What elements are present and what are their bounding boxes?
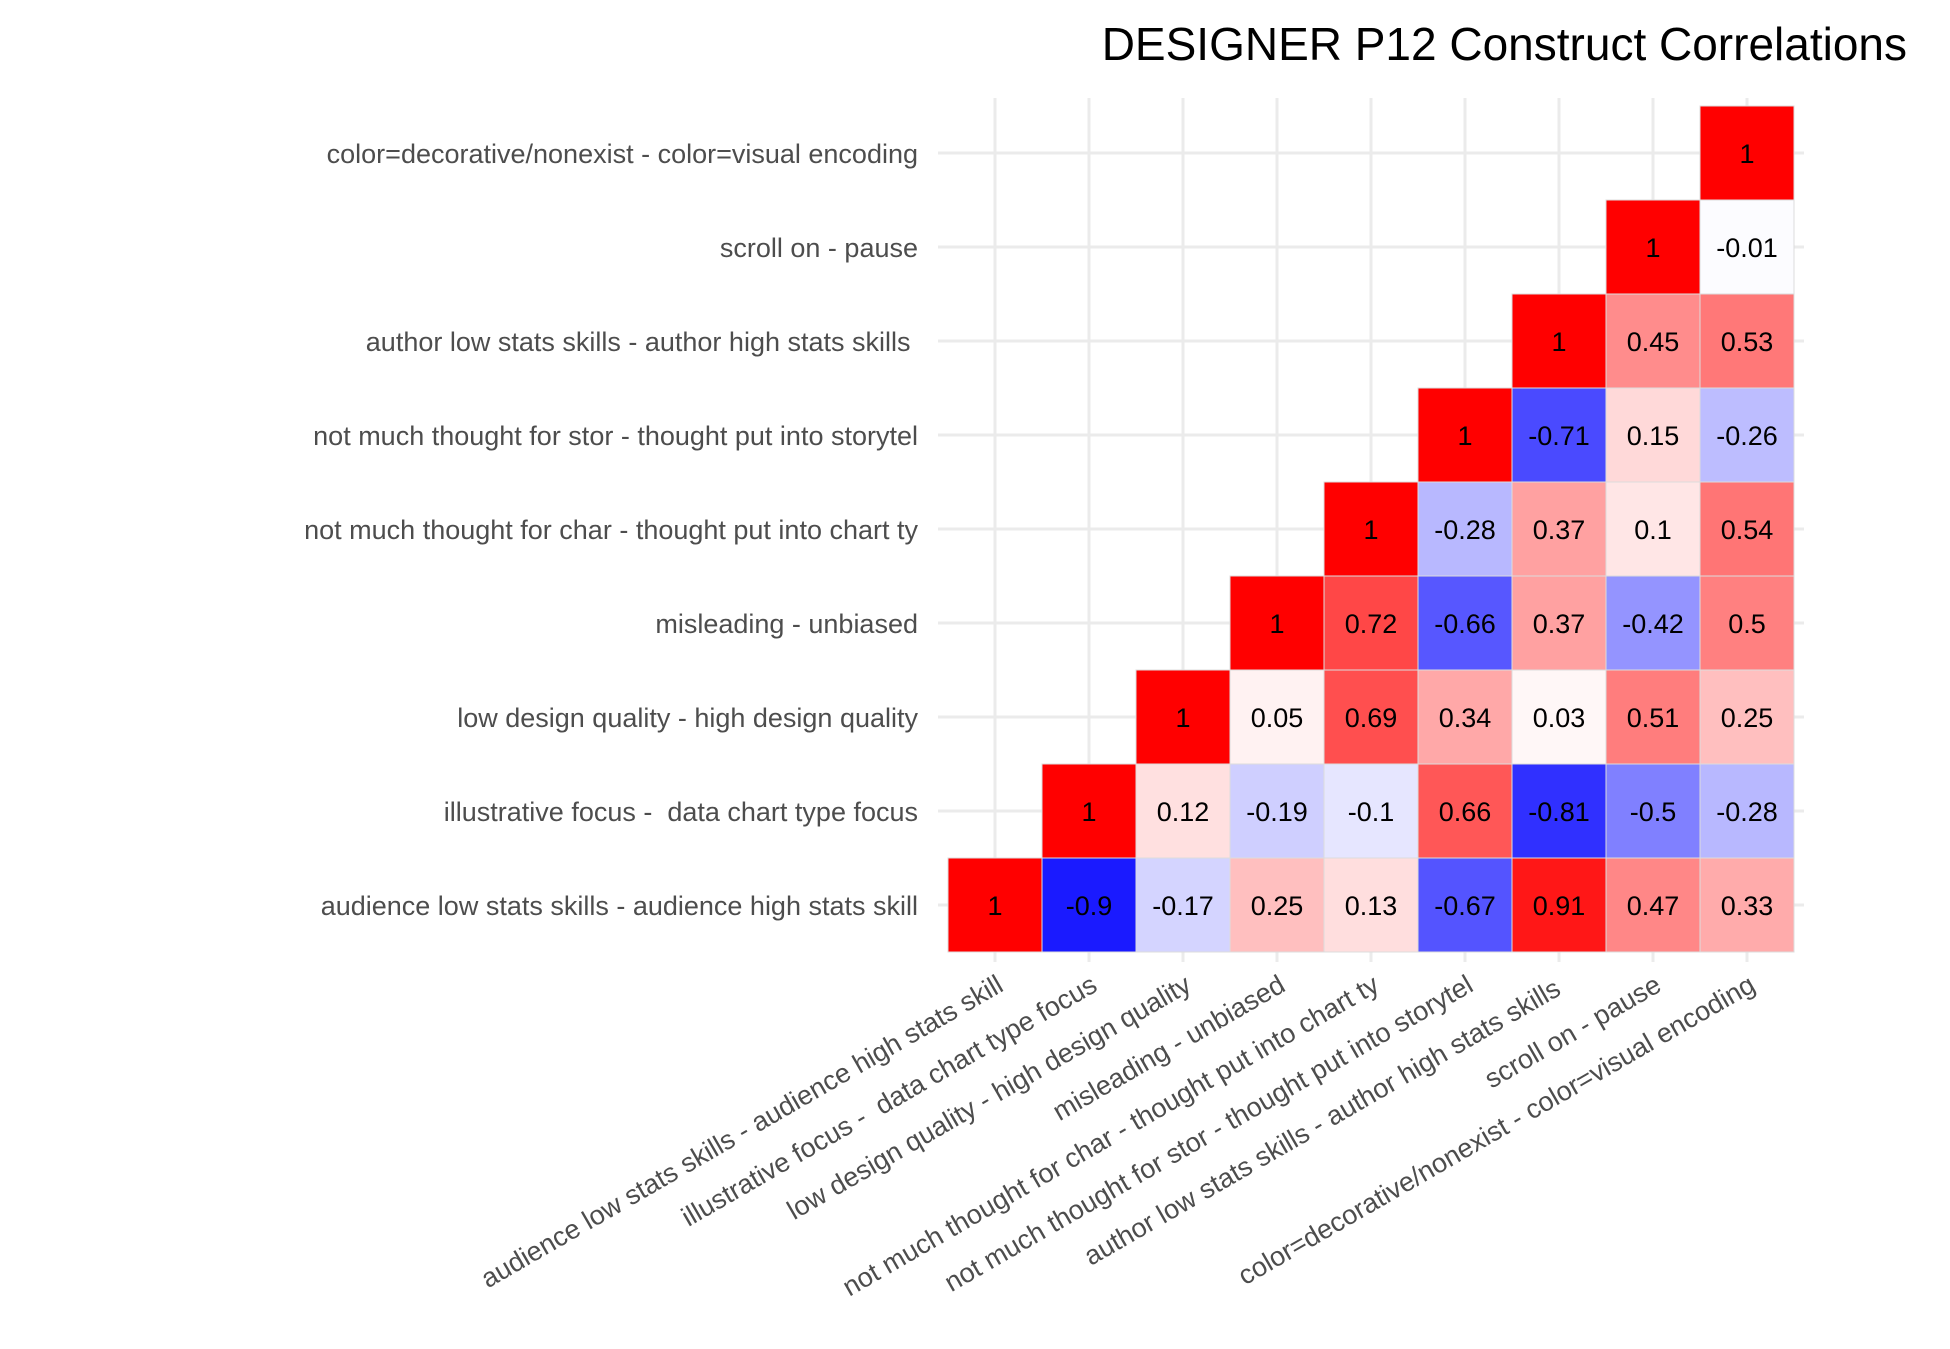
x-axis-labels: audience low stats skills - audience hig… [476,969,1760,1302]
heatmap-cell [1135,763,1231,859]
y-tick-label: author low stats skills - author high st… [366,327,918,357]
cell-value-label: 1 [1269,609,1284,639]
heatmap-cell [1323,857,1419,953]
cell-value-label: 1 [987,891,1002,921]
y-tick-label: not much thought for char - thought put … [304,515,918,545]
cell-value-label: -0.67 [1434,891,1496,921]
cell-value-label: 0.1 [1634,515,1672,545]
heatmap-cell [1699,575,1795,671]
cell-value-label: 0.15 [1627,421,1680,451]
cell-value-label: 1 [1081,797,1096,827]
cell-value-label: 0.69 [1345,703,1398,733]
cell-value-label: 0.12 [1157,797,1210,827]
heatmap-cell [1605,669,1701,765]
cell-value-label: 0.45 [1627,327,1680,357]
cell-value-label: 0.37 [1533,515,1586,545]
heatmap-cell [1323,669,1419,765]
y-tick-label: not much thought for stor - thought put … [313,421,918,451]
heatmap-cell [1511,763,1607,859]
heatmap-cell [1605,575,1701,671]
heatmap-cell [1323,481,1419,577]
cell-value-label: 0.33 [1721,891,1774,921]
heatmap-cell [1605,199,1701,295]
heatmap-cell [1417,857,1513,953]
cell-value-label: -0.17 [1152,891,1214,921]
cell-value-label: -0.26 [1716,421,1778,451]
y-tick-label: color=decorative/nonexist - color=visual… [327,139,918,169]
cell-value-label: -0.66 [1434,609,1496,639]
heatmap-cells: 1 -0.9 -0.17 0.25 0.13 -0.67 0.91 0.47 0.33 1 0.12… [947,105,1795,953]
heatmap-cell [1699,763,1795,859]
heatmap-cell [1605,293,1701,389]
heatmap-cell [1699,387,1795,483]
cell-value-label: -0.19 [1246,797,1308,827]
heatmap-cell [1511,857,1607,953]
cell-value-label: 0.25 [1251,891,1304,921]
cell-value-label: 0.37 [1533,609,1586,639]
y-tick-label: illustrative focus - data chart type foc… [444,797,918,827]
cell-value-label: -0.28 [1434,515,1496,545]
cell-value-label: -0.42 [1622,609,1684,639]
y-tick-label: audience low stats skills - audience hig… [321,891,918,921]
y-axis-labels: audience low stats skills - audience hig… [304,139,918,921]
cell-value-label: 0.51 [1627,703,1680,733]
heatmap-cell [947,857,1043,953]
cell-value-label: 0.25 [1721,703,1774,733]
cell-value-label: 0.47 [1627,891,1680,921]
heatmap-cell [1605,857,1701,953]
heatmap-cell [1041,857,1137,953]
heatmap-cell [1511,669,1607,765]
cell-value-label: 0.91 [1533,891,1586,921]
heatmap-cell [1417,575,1513,671]
heatmap-cell [1605,387,1701,483]
heatmap-cell [1699,105,1795,201]
heatmap-cell [1417,763,1513,859]
cell-value-label: 0.5 [1728,609,1766,639]
cell-value-label: 1 [1645,233,1660,263]
cell-value-label: -0.1 [1348,797,1395,827]
heatmap-cell [1699,481,1795,577]
cell-value-label: -0.71 [1528,421,1590,451]
heatmap-cell [1229,575,1325,671]
cell-value-label: 0.66 [1439,797,1492,827]
cell-value-label: 1 [1363,515,1378,545]
heatmap-cell [1229,857,1325,953]
y-tick-label: low design quality - high design quality [457,703,918,733]
chart-title: DESIGNER P12 Construct Correlations [1102,18,1907,70]
cell-value-label: 1 [1175,703,1190,733]
cell-value-label: -0.5 [1630,797,1677,827]
cell-value-label: -0.28 [1716,797,1778,827]
cell-value-label: 1 [1739,139,1754,169]
cell-value-label: 0.53 [1721,327,1774,357]
heatmap-cell [1229,669,1325,765]
cell-value-label: 0.54 [1721,515,1774,545]
cell-value-label: 0.05 [1251,703,1304,733]
cell-value-label: -0.81 [1528,797,1590,827]
heatmap-cell [1417,387,1513,483]
heatmap-cell [1699,857,1795,953]
cell-value-label: 0.72 [1345,609,1398,639]
heatmap-cell [1229,763,1325,859]
cell-value-label: 0.13 [1345,891,1398,921]
y-tick-label: misleading - unbiased [655,609,918,639]
y-tick-label: scroll on - pause [720,233,918,263]
heatmap-cell [1323,763,1419,859]
cell-value-label: -0.01 [1716,233,1778,263]
heatmap-cell [1041,763,1137,859]
cell-value-label: 1 [1457,421,1472,451]
heatmap-cell [1605,481,1701,577]
cell-value-label: 0.03 [1533,703,1586,733]
heatmap-cell [1699,199,1795,295]
heatmap-cell [1135,857,1231,953]
cell-value-label: 1 [1551,327,1566,357]
cell-value-label: -0.9 [1066,891,1113,921]
cell-value-label: 0.34 [1439,703,1492,733]
